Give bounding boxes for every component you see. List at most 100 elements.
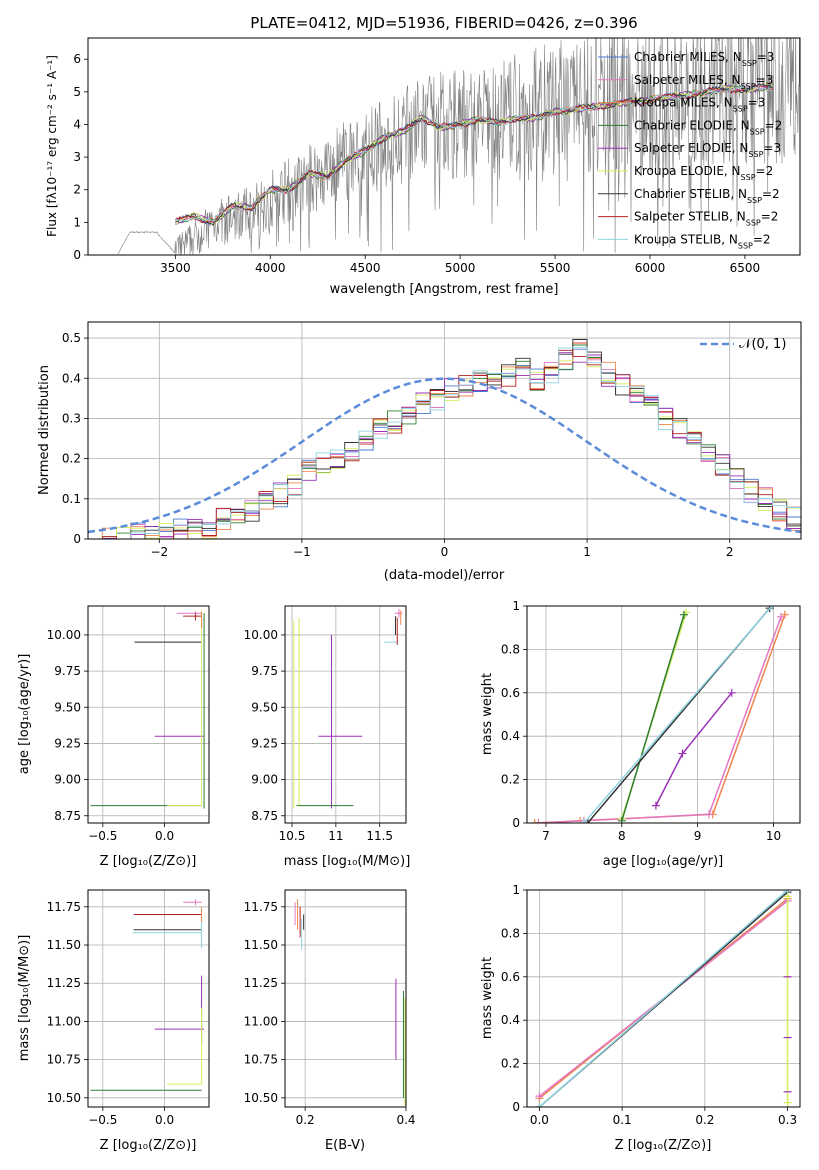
residuals-ytick-label-1: 0.1 <box>62 492 81 506</box>
massweight-vs-z-frame <box>526 889 801 1108</box>
age-vs-z-xlabel: Z [log₁₀(Z/Z⊙)] <box>100 854 197 869</box>
legend-label-0: Chabrier MILES, NSSP=3 <box>634 50 774 68</box>
massweight-vs-age-ytick-label-3: 0.6 <box>501 686 520 700</box>
spectrum-ticks: 3500 4000 4500 5000 5500 6000 6500 0 1 2 3 4 5 6 <box>73 52 760 275</box>
residuals-ytick-label-3: 0.3 <box>62 411 81 425</box>
mass-vs-ebv-ticks: 0.2 0.4 10.50 10.75 11.00 11.25 11.50 11.75 <box>244 900 416 1127</box>
massweight-vs-age-series-6 <box>583 606 773 823</box>
age-vs-mass-ytick-label-4: 9.75 <box>251 664 278 678</box>
age-vs-mass-xtick-label-0: 10.5 <box>279 829 306 843</box>
mass-vs-ebv-ytick-label-0: 10.50 <box>244 1091 278 1105</box>
massweight-vs-age-marker-1-3 <box>777 612 786 621</box>
mass-vs-ebv-plot-area <box>285 890 407 1107</box>
figure-title: PLATE=0412, MJD=51936, FIBERID=0426, z=0… <box>250 14 637 32</box>
massweight-vs-age-marker-0-0 <box>530 819 539 823</box>
spectrum-ytick-label-0: 0 <box>73 248 81 262</box>
mass-vs-ebv-frame <box>284 889 407 1108</box>
legend-label-4: Salpeter ELODIE, NSSP=3 <box>634 141 781 159</box>
mass-vs-ebv-ytick-label-4: 11.50 <box>244 938 278 952</box>
massweight-vs-age-marker-2-0 <box>651 801 660 810</box>
age-vs-z-frame <box>87 605 210 824</box>
massweight-vs-z-marker-4-1 <box>783 892 792 901</box>
age-vs-mass-marks <box>293 608 403 809</box>
residuals-ylabel: Normed distribution <box>37 365 52 495</box>
age-vs-z-ylabel: age [log₁₀(age/yr)] <box>17 654 32 775</box>
mass-vs-ebv-grid <box>285 890 407 1107</box>
residuals-xtick-label-1: −1 <box>293 545 311 559</box>
mass-vs-ebv-marks <box>294 899 406 1106</box>
massweight-vs-age-xtick-label-1: 8 <box>618 829 626 843</box>
model-line-7 <box>175 84 773 224</box>
massweight-vs-z-xtick-label-3: 0.3 <box>778 1113 797 1127</box>
mass-vs-z-ytick-label-4: 11.50 <box>47 938 81 952</box>
spectrum-xlabel: wavelength [Angstrom, rest frame] <box>330 282 559 297</box>
mass-vs-z-frame <box>87 889 210 1108</box>
spectrum-ytick-label-3: 3 <box>73 150 81 164</box>
mass-vs-ebv-ytick-label-2: 11.00 <box>244 1014 278 1028</box>
legend-label-6: Chabrier STELIB, NSSP=2 <box>634 187 780 205</box>
massweight-vs-z-marks <box>535 890 792 1107</box>
histogram-step-5 <box>88 338 801 539</box>
legend-label-7: Salpeter STELIB, NSSP=2 <box>634 210 778 228</box>
mass-vs-z-xtick-label-1: 0.0 <box>155 1113 174 1127</box>
massweight-vs-z-ticks: 0.0 0.1 0.2 0.3 0 0.2 0.4 0.6 0.8 1 <box>501 883 797 1127</box>
massweight-vs-age-xtick-label-3: 10 <box>766 829 781 843</box>
age-vs-z-xtick-label-1: 0.0 <box>155 829 174 843</box>
spectrum-xtick-label-5: 6000 <box>635 261 666 275</box>
age-vs-z-ytick-label-3: 9.50 <box>54 700 81 714</box>
mass-vs-z-ylabel: mass [log₁₀(M/M⊙)] <box>17 935 32 1062</box>
mass-vs-z-ytick-label-0: 10.50 <box>47 1091 81 1105</box>
residuals-xtick-label-2: 0 <box>441 545 449 559</box>
age-vs-z-panel: −0.5 0.0 8.75 9.00 9.25 9.50 9.75 10.00 Z [log₁… <box>17 605 210 869</box>
massweight-vs-z-plot-area <box>527 889 800 1108</box>
age-vs-mass-ytick-label-5: 10.00 <box>244 628 278 642</box>
massweight-vs-age-marker-6-1 <box>767 606 776 610</box>
massweight-vs-age-marker-0-3 <box>780 610 789 619</box>
age-vs-mass-xlabel: mass [log₁₀(M/M⊙)] <box>284 854 411 869</box>
residuals-ytick-label-5: 0.5 <box>62 331 81 345</box>
residuals-legend: 𝒩(0, 1) <box>700 337 786 352</box>
legend-label-8: Kroupa STELIB, NSSP=2 <box>634 232 771 250</box>
spectrum-ytick-label-2: 2 <box>73 183 81 197</box>
massweight-vs-z-series-3 <box>538 890 789 1107</box>
age-vs-z-ytick-label-1: 9.00 <box>54 773 81 787</box>
massweight-vs-z-ytick-label-0: 0 <box>512 1100 520 1114</box>
age-vs-z-xtick-label-0: −0.5 <box>88 829 117 843</box>
spectrum-ylabel: Flux [fλ10⁻¹⁷ erg cm⁻² s⁻¹ A⁻¹] <box>45 55 59 237</box>
massweight-vs-age-xtick-label-0: 7 <box>542 829 550 843</box>
massweight-vs-age-marker-1-2 <box>705 810 713 819</box>
histogram-step-2 <box>88 342 801 539</box>
spectrum-xtick-label-1: 4000 <box>255 261 286 275</box>
histogram-step-8 <box>88 346 801 539</box>
histogram-step-0 <box>88 348 801 539</box>
residuals-ytick-label-0: 0 <box>73 532 81 546</box>
mass-vs-z-plot-area <box>88 890 209 1107</box>
spectrum-frame <box>87 37 801 256</box>
residuals-plot-area <box>88 322 801 540</box>
age-vs-mass-ytick-label-3: 9.50 <box>251 700 278 714</box>
massweight-vs-age-ytick-label-5: 1 <box>512 599 520 613</box>
legend-label-2: Kroupa MILES, NSSP=3 <box>634 96 765 114</box>
residuals-ytick-label-2: 0.2 <box>62 452 81 466</box>
massweight-vs-z-xtick-label-0: 0.0 <box>530 1113 549 1127</box>
mass-vs-z-panel: −0.5 0.0 10.50 10.75 11.00 11.25 11.50 11.75 Z … <box>17 889 210 1153</box>
histogram-step-6 <box>88 339 801 539</box>
mass-vs-z-xtick-label-0: −0.5 <box>88 1113 117 1127</box>
mass-vs-z-marks <box>90 899 205 1091</box>
massweight-vs-z-ytick-label-2: 0.4 <box>501 1013 520 1027</box>
age-vs-z-ticks: −0.5 0.0 8.75 9.00 9.25 9.50 9.75 10.00 <box>47 628 174 843</box>
histogram-step-3 <box>88 344 801 539</box>
residuals-xtick-label-3: 1 <box>583 545 591 559</box>
residuals-panel: −2 −1 0 1 2 0 0.1 0.2 0.3 0.4 0.5 (data-model)/err… <box>37 321 802 583</box>
mass-vs-ebv-panel: 0.2 0.4 10.50 10.75 11.00 11.25 11.50 11.75 E(B… <box>244 889 416 1153</box>
gaussian-legend-label: 𝒩(0, 1) <box>739 337 786 352</box>
massweight-vs-z-marker-1-0 <box>535 1092 544 1101</box>
spectrum-xtick-label-3: 5000 <box>445 261 476 275</box>
mass-vs-z-ytick-label-1: 10.75 <box>47 1053 81 1067</box>
residuals-ticks: −2 −1 0 1 2 0 0.1 0.2 0.3 0.4 0.5 <box>62 331 734 559</box>
spectrum-legend: Chabrier MILES, NSSP=3 Salpeter MILES, NS… <box>598 50 782 250</box>
age-vs-z-marks <box>90 610 205 809</box>
age-vs-mass-frame <box>284 605 407 824</box>
spectrum-ytick-label-6: 6 <box>73 52 81 66</box>
